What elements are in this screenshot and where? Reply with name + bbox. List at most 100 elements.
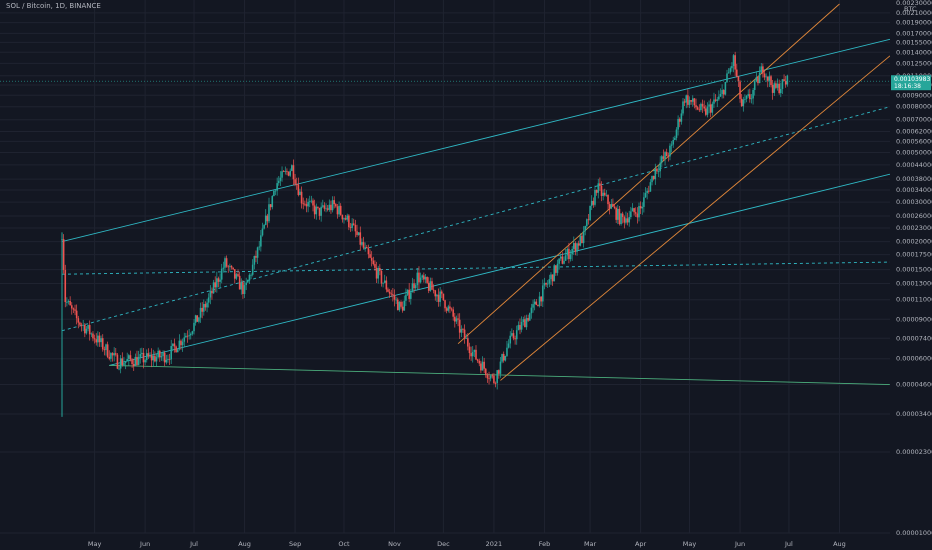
candle-body <box>677 118 679 130</box>
candle-body <box>129 355 132 360</box>
candle-body <box>411 283 414 293</box>
horizontal-dashed-line[interactable] <box>61 261 891 275</box>
candle-body <box>271 196 274 208</box>
candle-body <box>617 208 619 220</box>
candle-body <box>124 361 127 363</box>
candle-body <box>561 256 564 264</box>
candle-body <box>460 329 463 333</box>
candle-body <box>537 305 539 307</box>
candle-body <box>431 281 433 290</box>
candle-body <box>719 93 722 97</box>
candle-body <box>621 213 624 218</box>
candle-body <box>292 165 295 180</box>
candle-body <box>625 218 627 223</box>
candle-body <box>70 305 73 309</box>
candle-body <box>176 349 179 353</box>
orange-upper-line[interactable] <box>457 3 840 345</box>
candle-body <box>559 256 562 259</box>
candle-body <box>667 156 670 157</box>
candle-body <box>62 239 65 270</box>
trend-drawings[interactable] <box>61 3 891 385</box>
candle-body <box>380 270 383 284</box>
candle-body <box>180 340 182 346</box>
candle-body <box>400 301 402 307</box>
candle-body <box>315 206 318 215</box>
candle-body <box>66 301 68 303</box>
price-tick-label: 0.00007400 <box>896 334 932 342</box>
candle-body <box>305 204 308 207</box>
candle-body <box>714 99 717 101</box>
candle-body <box>742 99 745 107</box>
orange-lower-line[interactable] <box>500 55 891 381</box>
candle-body <box>354 224 357 232</box>
time-tick-label: Aug <box>833 540 846 548</box>
candle-body <box>718 96 720 100</box>
candle-body <box>732 55 735 67</box>
candle-body <box>110 353 112 359</box>
candle-body <box>478 360 481 364</box>
candle-body <box>432 289 435 291</box>
time-tick-label: Apr <box>635 540 647 548</box>
candle-body <box>108 357 111 359</box>
candle-body <box>79 322 81 325</box>
candle-body <box>745 95 748 99</box>
candle-body <box>261 228 264 236</box>
candle-body <box>636 213 639 218</box>
upper-teal-channel-line[interactable] <box>61 38 891 243</box>
candle-body <box>543 282 546 286</box>
candle-body <box>638 206 640 218</box>
candle-body <box>540 296 542 302</box>
candle-body <box>442 293 445 301</box>
candle-body <box>683 101 686 103</box>
candle-body <box>92 333 94 339</box>
long-support-line-line[interactable] <box>109 364 891 385</box>
candle-body <box>264 215 267 225</box>
candle-body <box>77 318 80 323</box>
candle-body <box>139 354 142 357</box>
candle-body <box>343 218 345 220</box>
candle-body <box>85 328 88 334</box>
candle-body <box>106 344 109 358</box>
candle-body <box>760 66 763 73</box>
candle-body <box>150 354 153 361</box>
candle-body <box>600 185 603 197</box>
candle-body <box>634 212 637 214</box>
time-axis[interactable]: May Jun Jul Aug Sep Oct Nov Dec 2021 Feb Mar Apr May… <box>88 540 846 548</box>
candle-body <box>763 73 766 78</box>
candle-body <box>69 301 71 306</box>
middle-teal-dashed-line[interactable] <box>61 106 891 332</box>
price-tick-label: 0.00001000 <box>896 529 932 537</box>
candle-body <box>502 354 505 361</box>
candle-body <box>631 208 634 212</box>
candle-body <box>608 204 611 209</box>
candle-body <box>786 75 789 85</box>
price-tick-label: 0.00140000 <box>896 48 932 56</box>
lower-teal-channel-line[interactable] <box>109 173 891 366</box>
candle-body <box>323 205 326 209</box>
price-tick-label: 0.00023000 <box>896 224 932 232</box>
time-tick-label: May <box>88 540 102 548</box>
candle-body <box>390 293 393 295</box>
candle-body <box>674 137 676 140</box>
candle-body <box>405 294 407 301</box>
candle-body <box>385 280 388 290</box>
candle-body <box>765 76 767 78</box>
candle-body <box>450 308 453 310</box>
candle-body <box>198 317 200 322</box>
candle-body <box>419 277 422 283</box>
price-axis-bg <box>890 0 932 550</box>
candle-body <box>67 301 70 302</box>
candle-body <box>374 264 376 268</box>
candle-body <box>623 217 626 223</box>
candle-body <box>339 205 342 215</box>
candle-body <box>406 289 409 295</box>
current-price-tag[interactable] <box>891 75 931 91</box>
candle-body <box>519 325 521 330</box>
candle-body <box>206 302 208 308</box>
candle-body <box>181 341 184 346</box>
price-tick-label: 0.00013000 <box>896 279 932 287</box>
candle-body <box>233 269 236 279</box>
time-tick-label: Jun <box>734 540 745 548</box>
